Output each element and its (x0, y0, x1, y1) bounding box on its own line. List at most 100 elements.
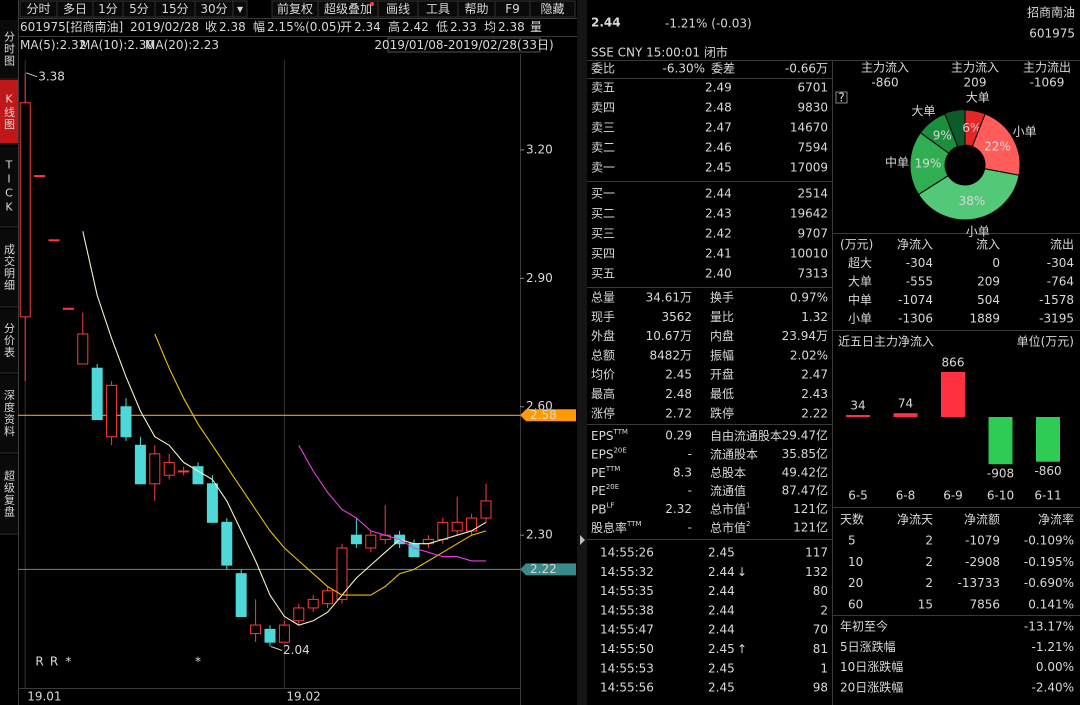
toolbar-tab[interactable]: 隐藏 (540, 2, 564, 16)
candle-body (250, 624, 262, 635)
candle-body (235, 573, 247, 618)
tick-time: 14:55:32 (600, 565, 654, 579)
flow5-date: 6-11 (1034, 489, 1061, 503)
table-cell: 15 (918, 597, 933, 611)
help-icon: ? (838, 91, 844, 105)
fund-label-text: 流通股本 (710, 447, 758, 461)
tick-time: 14:55:47 (600, 623, 654, 637)
info-label: 幅 (253, 19, 265, 34)
flow5-bar (1036, 417, 1060, 462)
x-tick-label: 19.01 (27, 690, 61, 704)
table-cell: 大单 (848, 275, 872, 289)
flow5-title: 近五日主力净流入 (838, 335, 934, 349)
candle-body (451, 521, 463, 532)
sidebar-tab-box (0, 455, 18, 533)
toolbar-tab[interactable]: 前复权 (277, 1, 313, 16)
candle-body (62, 307, 74, 310)
sidebar-tab[interactable]: 分价表 (3, 322, 16, 358)
toolbar-tab[interactable]: 多日 (63, 2, 87, 16)
table-cell: 10 (848, 555, 863, 569)
tick-price: 2.44 (708, 565, 735, 579)
table-cell: 209 (977, 275, 1000, 289)
flow5-value: 34 (850, 399, 865, 413)
tick-arrow: ↑ (737, 642, 747, 656)
book-price: 2.40 (705, 267, 732, 281)
fund-value: - (688, 521, 692, 535)
book-price: 2.41 (705, 247, 732, 261)
info-value: 2.38 (498, 20, 525, 34)
price-tag (520, 563, 576, 576)
sidebar-tab[interactable]: 深度资料 (3, 389, 16, 437)
annotation-label: 2.04 (283, 643, 310, 657)
toolbar-tab[interactable]: 15分 (161, 2, 188, 16)
candle-body (106, 384, 118, 438)
fund-label: 流通值 (710, 483, 746, 498)
table-header: 净流天 (897, 513, 933, 527)
fund-label-sup: TTM (626, 520, 641, 528)
table-header: 天数 (840, 512, 864, 527)
stat-value: 2.43 (801, 387, 828, 401)
table-cell: -3195 (1039, 312, 1074, 326)
toolbar-tab[interactable]: 超级叠加 (324, 1, 372, 16)
sidebar-tab[interactable]: 分时图 (3, 31, 16, 67)
table-cell: -0.109% (1024, 534, 1074, 548)
toolbar-tab[interactable]: F9 (505, 2, 520, 16)
toolbar-tab[interactable]: 画线 (386, 2, 410, 16)
stat-value: 2.22 (801, 406, 828, 420)
toolbar-tab[interactable]: 1分 (98, 2, 118, 16)
sidebar-tab[interactable]: TICK (3, 159, 16, 215)
toolbar-tab[interactable]: 帮助 (464, 2, 488, 16)
event-marker: * (65, 655, 71, 669)
date: 2019/02/28 (130, 20, 199, 34)
info-value: 2.15%(0.05) (267, 20, 341, 34)
flow5-bar (941, 371, 965, 417)
candle-body (307, 598, 319, 609)
toolbar-tab[interactable]: 5分 (129, 2, 149, 16)
table-cell: -0.690% (1024, 576, 1074, 590)
annotation-arrow (26, 72, 38, 78)
toolbar-tab[interactable]: ▾ (237, 2, 243, 16)
table-cell: 2 (925, 534, 933, 548)
tick-volume: 80 (813, 584, 828, 598)
table-cell: 小单 (848, 312, 872, 326)
ratio-label: 委差 (711, 62, 735, 76)
candle-body (322, 590, 334, 605)
stat-value: 34.61万 (646, 291, 692, 305)
candle-body (480, 500, 492, 519)
return-label: 10日涨跌幅 (840, 659, 903, 674)
price-tag-label: 2.22 (530, 562, 557, 576)
stat-value: 2.02% (790, 348, 828, 362)
book-volume: 19642 (790, 207, 828, 221)
flow5-value: 866 (942, 355, 965, 369)
annotation-label: 3.38 (38, 69, 65, 83)
price-change: -1.21% (-0.03) (665, 17, 752, 31)
table-cell: 20 (848, 576, 863, 590)
toolbar-tab[interactable]: 30分 (200, 2, 227, 16)
book-price: 2.42 (705, 227, 732, 241)
candle-body (293, 607, 305, 622)
stat-label: 振幅 (710, 347, 734, 362)
tick-volume: 98 (813, 681, 828, 695)
stat-value: 1.32 (801, 310, 828, 324)
flow-head-value: -1069 (1030, 76, 1065, 90)
candle-body (278, 624, 290, 643)
stat-label: 总量 (591, 291, 615, 305)
sidebar-tab[interactable]: K线图 (3, 93, 16, 131)
table-cell: 超大 (848, 255, 872, 270)
book-price: 2.46 (705, 141, 732, 155)
table-cell: -2908 (965, 555, 1000, 569)
toolbar-tab[interactable]: 分时 (26, 2, 50, 16)
return-label: 年初至今 (840, 619, 888, 634)
toolbar-tab-box (529, 0, 576, 18)
tick-price: 2.44 (708, 584, 735, 598)
book-level: 买一 (591, 187, 615, 201)
fund-label-sup: 20E (613, 446, 626, 454)
sidebar-tab[interactable]: 成交明细 (3, 243, 16, 291)
fund-value: 49.42亿 (782, 464, 828, 479)
fund-label: PE20E (591, 483, 619, 498)
sidebar-tab[interactable]: 超级复盘 (3, 469, 16, 518)
toolbar-tab[interactable]: 工具 (426, 2, 450, 16)
table-header: 净流额 (964, 513, 1000, 527)
table-cell: 7856 (969, 597, 1000, 611)
table-header: (万元) (840, 238, 873, 252)
